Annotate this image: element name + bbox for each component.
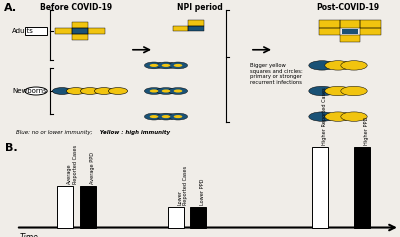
Text: A.: A. xyxy=(4,3,17,13)
Circle shape xyxy=(150,90,158,92)
Circle shape xyxy=(150,115,158,118)
Bar xyxy=(168,207,184,228)
Circle shape xyxy=(325,112,351,121)
Text: Average
Reported Cases: Average Reported Cases xyxy=(67,145,78,184)
Circle shape xyxy=(168,113,188,120)
Bar xyxy=(360,27,381,35)
Text: Blue: no or lower immunity;: Blue: no or lower immunity; xyxy=(16,130,92,135)
Bar xyxy=(188,26,204,31)
Circle shape xyxy=(162,64,170,67)
Text: Higher PPD: Higher PPD xyxy=(364,117,369,145)
Circle shape xyxy=(341,112,367,121)
Circle shape xyxy=(162,90,170,92)
Circle shape xyxy=(156,113,176,120)
Text: Before COVID-19: Before COVID-19 xyxy=(40,3,112,12)
Bar xyxy=(360,20,381,27)
Bar xyxy=(25,27,47,35)
Circle shape xyxy=(174,64,182,67)
Circle shape xyxy=(174,90,182,92)
Bar xyxy=(340,20,360,27)
Text: B.: B. xyxy=(5,143,17,153)
Bar xyxy=(173,26,188,31)
Bar xyxy=(72,34,88,40)
Bar xyxy=(80,186,96,228)
Circle shape xyxy=(25,87,47,95)
Circle shape xyxy=(325,61,351,70)
Bar xyxy=(188,20,204,26)
Bar xyxy=(312,147,328,228)
Bar xyxy=(360,27,381,35)
Circle shape xyxy=(66,88,86,94)
Circle shape xyxy=(108,88,128,94)
Bar xyxy=(190,207,206,228)
Text: Newborns: Newborns xyxy=(12,88,47,94)
Circle shape xyxy=(309,86,335,96)
Bar xyxy=(72,28,88,34)
Bar xyxy=(188,26,204,31)
Bar xyxy=(188,20,204,26)
Text: Lower PPD: Lower PPD xyxy=(200,178,205,205)
Bar xyxy=(319,20,340,27)
Circle shape xyxy=(156,62,176,69)
Bar xyxy=(319,27,340,35)
Circle shape xyxy=(168,62,188,69)
Text: NPI period: NPI period xyxy=(177,3,223,12)
Bar xyxy=(88,28,105,34)
Text: Post-COVID-19: Post-COVID-19 xyxy=(316,3,380,12)
Bar xyxy=(342,28,358,34)
Circle shape xyxy=(94,88,114,94)
Circle shape xyxy=(144,88,164,94)
Circle shape xyxy=(168,88,188,94)
Circle shape xyxy=(174,115,182,118)
Bar xyxy=(58,186,73,228)
Circle shape xyxy=(325,86,351,96)
Circle shape xyxy=(162,115,170,118)
Circle shape xyxy=(309,61,335,70)
Bar xyxy=(55,28,72,34)
Bar xyxy=(340,20,360,27)
Circle shape xyxy=(150,64,158,67)
Text: Average PPD: Average PPD xyxy=(90,152,95,184)
Circle shape xyxy=(144,62,164,69)
Bar xyxy=(72,22,88,28)
Text: Higher Reported Cases: Higher Reported Cases xyxy=(322,87,327,145)
Text: Time: Time xyxy=(20,233,39,237)
Bar xyxy=(88,28,105,34)
Bar xyxy=(319,20,340,27)
Circle shape xyxy=(156,88,176,94)
Bar xyxy=(72,34,88,40)
Bar xyxy=(360,20,381,27)
Text: Yellow : high immunity: Yellow : high immunity xyxy=(96,130,170,135)
Bar xyxy=(340,35,360,42)
Bar xyxy=(319,27,340,35)
Text: Adults: Adults xyxy=(12,28,34,34)
Circle shape xyxy=(80,88,100,94)
Bar xyxy=(340,35,360,42)
Text: Bigger yellow
squares and circles:
primary or stronger
recurrent infections: Bigger yellow squares and circles: prima… xyxy=(250,63,303,85)
Circle shape xyxy=(341,86,367,96)
Circle shape xyxy=(341,61,367,70)
Circle shape xyxy=(144,113,164,120)
Bar xyxy=(354,147,370,228)
Bar xyxy=(55,28,72,34)
Bar xyxy=(173,26,188,31)
Circle shape xyxy=(309,112,335,121)
Bar xyxy=(72,28,88,34)
Bar xyxy=(72,22,88,28)
Circle shape xyxy=(52,88,72,94)
Text: Lower
Reported Cases: Lower Reported Cases xyxy=(178,166,188,205)
